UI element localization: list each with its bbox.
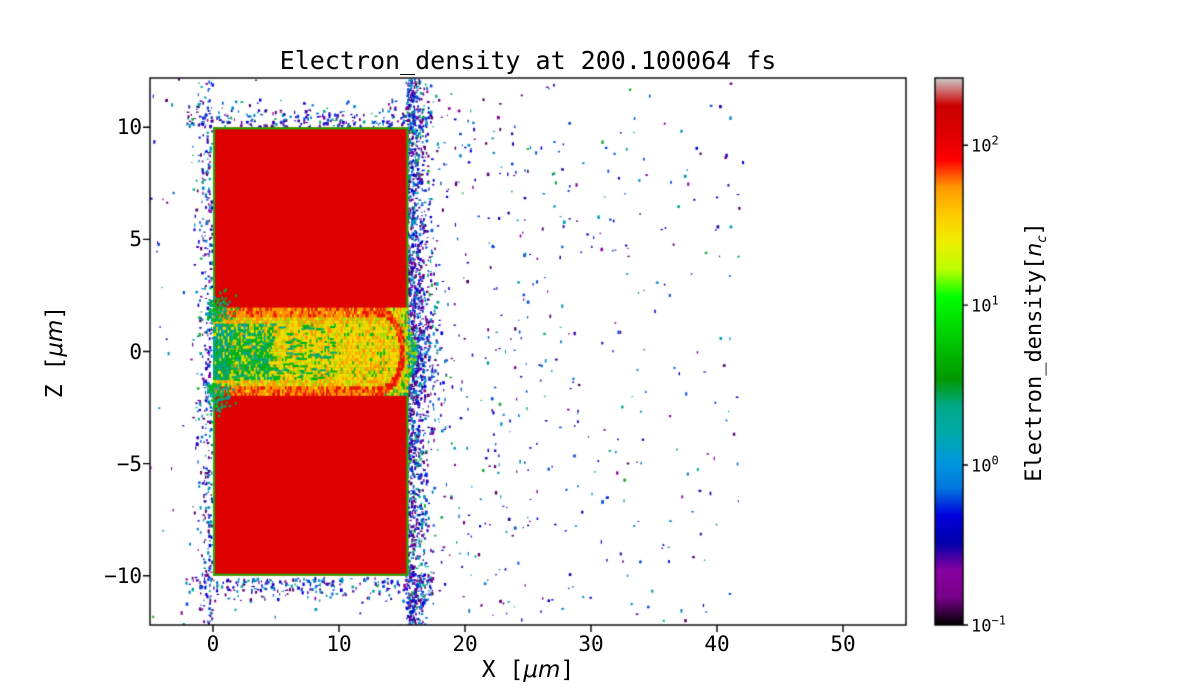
colorbar-tick-label: 101 bbox=[971, 293, 999, 317]
y-tick-label: 0 bbox=[129, 339, 142, 364]
colorbar-unit-sub: c bbox=[1035, 235, 1051, 243]
x-tick-label: 0 bbox=[206, 632, 220, 656]
colorbar-tick-label: 10−1 bbox=[971, 613, 1006, 637]
x-tick-label: 20 bbox=[452, 632, 478, 656]
x-axis-label: X [μm] bbox=[150, 657, 906, 683]
colorbar-unit: n bbox=[1021, 242, 1047, 257]
colorbar-tick-label: 102 bbox=[971, 133, 999, 157]
y-tick-label: 10 bbox=[116, 115, 142, 140]
x-tick-label: 10 bbox=[326, 632, 352, 656]
colorbar-tick-label: 100 bbox=[971, 453, 999, 477]
y-tick-label: 5 bbox=[129, 227, 142, 252]
y-tick-label: −5 bbox=[116, 451, 142, 476]
y-axis-label-close: ] bbox=[42, 305, 68, 320]
colorbar-label: Electron_density[nc] bbox=[1022, 222, 1050, 482]
x-axis-label-text: X [ bbox=[481, 657, 524, 683]
x-axis-label-close: ] bbox=[560, 657, 575, 683]
chart-title: Electron_density at 200.100064 fs bbox=[279, 46, 777, 75]
x-tick-label: 50 bbox=[830, 632, 856, 656]
x-tick-label: 30 bbox=[578, 632, 604, 656]
colorbar-label-close: ] bbox=[1021, 222, 1047, 236]
x-axis-unit: μm bbox=[523, 657, 561, 683]
y-tick-label: −10 bbox=[104, 563, 142, 588]
colorbar-label-text: Electron_density[ bbox=[1021, 256, 1047, 482]
x-tick-label: 40 bbox=[704, 632, 730, 656]
